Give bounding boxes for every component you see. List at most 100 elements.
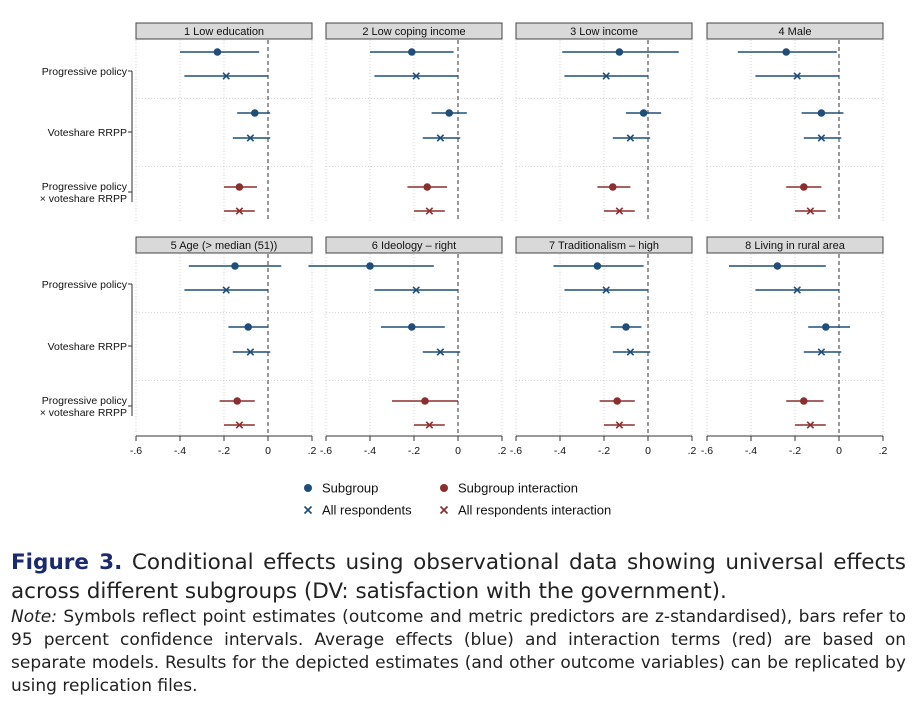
point-subgroup [408, 323, 416, 331]
panel-strip [135, 236, 313, 254]
point-all [817, 134, 826, 142]
panel-title: 8 Living in rural area [745, 240, 846, 252]
x-tick-label: -.2 [408, 445, 420, 457]
point-all-interaction [235, 207, 244, 215]
panel-title: 3 Low income [570, 26, 638, 38]
panel-strip [135, 22, 313, 40]
x-tick-label: .2 [688, 445, 697, 457]
panel-title: 1 Low education [184, 26, 264, 38]
x-tick-label: .2 [879, 445, 888, 457]
point-subgroup [615, 48, 624, 56]
point-all-interaction [425, 421, 434, 429]
x-tick-label: -.2 [218, 445, 230, 457]
legend-label: Subgroup interaction [458, 481, 578, 496]
panel-title: 4 Male [778, 26, 811, 38]
point-subgroup [639, 109, 648, 117]
row-label-interaction-line1: Progressive policy [42, 395, 128, 407]
point-all-interaction [235, 421, 244, 429]
point-subgroup-interaction [613, 397, 621, 405]
note-text: Symbols reflect point estimates (outcome… [11, 607, 907, 696]
x-tick-label: -.4 [554, 445, 566, 457]
point-subgroup-interaction [421, 397, 429, 405]
point-all [246, 348, 255, 356]
legend-marker-dot [440, 484, 448, 492]
point-all-interaction [806, 421, 815, 429]
panel-strip [515, 22, 693, 40]
caption-note: Note: Symbols reflect point estimates (o… [11, 606, 906, 698]
panel-title: 7 Traditionalism – high [549, 240, 659, 252]
figure-caption: Figure 3. Conditional effects using obse… [11, 548, 906, 698]
point-subgroup-interaction [800, 183, 808, 191]
figure-label: Figure 3. [11, 550, 123, 575]
x-tick-label: -.6 [510, 445, 522, 457]
point-subgroup [251, 109, 259, 117]
point-subgroup [231, 262, 239, 270]
point-subgroup [822, 323, 830, 331]
point-all [793, 286, 801, 294]
panel-strip [515, 236, 693, 254]
x-tick-label: -.2 [789, 445, 801, 457]
point-all [602, 286, 610, 294]
point-all [222, 286, 230, 294]
legend-marker-x [303, 505, 313, 515]
point-subgroup [773, 262, 782, 270]
caption-title-text: Conditional effects using observational … [11, 550, 906, 604]
legend-marker-x [439, 505, 449, 515]
x-tick-label: -.4 [745, 445, 757, 457]
caption-title: Figure 3. Conditional effects using obse… [11, 548, 906, 606]
x-tick-label: .2 [498, 445, 507, 457]
row-label-interaction-line1: Progressive policy [42, 181, 128, 193]
note-label: Note: [11, 607, 57, 627]
point-all [793, 72, 801, 80]
point-all [817, 348, 826, 356]
point-subgroup [213, 48, 222, 56]
point-subgroup [445, 109, 454, 117]
point-all [626, 348, 635, 356]
point-all [412, 72, 420, 80]
x-tick-label: -.4 [174, 445, 186, 457]
point-all [222, 72, 230, 80]
point-subgroup [782, 48, 790, 56]
point-subgroup-interaction [800, 397, 808, 405]
point-subgroup-interaction [609, 183, 617, 191]
point-subgroup [593, 262, 602, 270]
point-subgroup [366, 262, 374, 270]
row-label-progressive-policy: Progressive policy [42, 279, 128, 291]
panel-strip [325, 22, 503, 40]
panel-title: 6 Ideology – right [372, 240, 456, 252]
panel-title: 2 Low coping income [362, 26, 465, 38]
x-tick-label: 0 [645, 445, 651, 457]
point-subgroup-interaction [233, 397, 241, 405]
point-all-interaction [615, 421, 624, 429]
point-subgroup [817, 109, 826, 117]
x-tick-label: 0 [455, 445, 461, 457]
point-all [436, 348, 445, 356]
point-subgroup-interaction [235, 183, 244, 191]
point-subgroup [622, 323, 630, 331]
panel-strip [706, 22, 884, 40]
x-tick-label: -.6 [320, 445, 332, 457]
point-subgroup-interaction [423, 183, 432, 191]
legend-marker-dot [304, 484, 312, 492]
point-all [602, 72, 610, 80]
row-label-voteshare: Voteshare RRPP [48, 127, 127, 139]
x-tick-label: .2 [308, 445, 317, 457]
point-all [246, 134, 255, 142]
point-all-interaction [615, 207, 624, 215]
x-tick-label: 0 [836, 445, 842, 457]
x-tick-label: -.4 [364, 445, 376, 457]
panel-strip [706, 236, 884, 254]
x-tick-label: -.2 [598, 445, 610, 457]
x-tick-label: 0 [265, 445, 271, 457]
legend-label: All respondents [322, 503, 412, 518]
panel-strip [325, 236, 503, 254]
point-all [412, 286, 420, 294]
x-tick-label: -.6 [701, 445, 713, 457]
row-label-voteshare: Voteshare RRPP [48, 341, 127, 353]
point-subgroup [244, 323, 252, 331]
panel-title: 5 Age (> median (51)) [171, 240, 278, 252]
point-all [436, 134, 445, 142]
row-label-interaction-line2: × voteshare RRPP [40, 407, 127, 419]
x-tick-label: -.6 [130, 445, 142, 457]
row-label-interaction-line2: × voteshare RRPP [40, 193, 127, 205]
